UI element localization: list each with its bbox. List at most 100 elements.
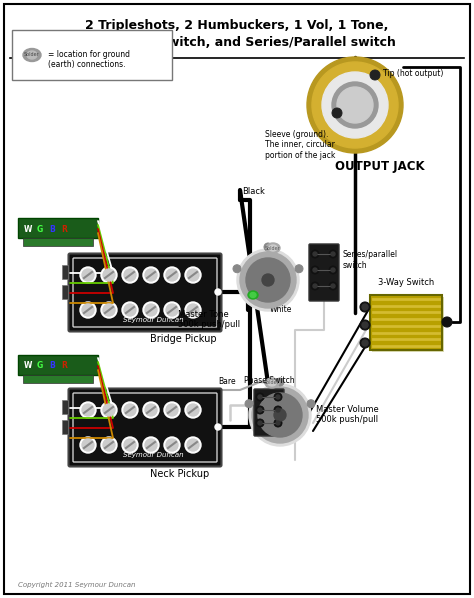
Circle shape [258,395,262,399]
Circle shape [331,252,335,256]
Text: OUTPUT JACK: OUTPUT JACK [335,160,425,173]
Circle shape [145,269,157,281]
Text: White: White [191,405,215,414]
Text: Solder: Solder [24,53,40,57]
Circle shape [143,402,159,418]
Circle shape [274,419,282,427]
Circle shape [80,437,96,453]
Circle shape [164,402,180,418]
Circle shape [187,304,199,316]
Circle shape [215,289,221,295]
Circle shape [332,108,342,118]
Bar [372,297,444,352]
Text: Tip (hot output): Tip (hot output) [383,69,443,78]
Circle shape [276,421,280,425]
Text: W: W [24,362,32,371]
Bar [62,400,68,414]
Circle shape [166,304,178,316]
Circle shape [124,404,136,416]
Circle shape [311,250,319,258]
Circle shape [101,267,117,283]
Text: Bare: Bare [218,377,236,386]
Circle shape [103,404,115,416]
Circle shape [360,302,370,312]
Circle shape [124,304,136,316]
Bar [62,265,68,279]
Circle shape [362,304,368,310]
Circle shape [311,266,319,274]
Ellipse shape [266,243,280,253]
Circle shape [166,439,178,451]
Ellipse shape [250,292,256,297]
Circle shape [185,402,201,418]
Circle shape [82,404,94,416]
Circle shape [237,249,299,311]
Bar [18,218,98,238]
Circle shape [143,302,159,318]
Circle shape [360,338,370,348]
Circle shape [122,302,138,318]
Text: Black: Black [242,188,265,197]
Circle shape [185,437,201,453]
Text: Sleeve (ground).
The inner, circular
portion of the jack: Sleeve (ground). The inner, circular por… [265,130,336,160]
Text: R: R [61,224,67,233]
Circle shape [256,393,264,401]
Circle shape [362,340,368,346]
Text: W: W [24,224,32,233]
Circle shape [311,282,319,290]
Circle shape [103,269,115,281]
Circle shape [103,304,115,316]
Circle shape [256,406,264,414]
Circle shape [258,421,262,425]
Circle shape [362,322,368,328]
Circle shape [329,266,337,274]
Circle shape [276,378,284,386]
Circle shape [332,82,378,128]
Circle shape [262,274,274,286]
Circle shape [274,409,286,421]
Text: Copyright 2011 Seymour Duncan: Copyright 2011 Seymour Duncan [18,582,136,588]
Text: Neck Pickup: Neck Pickup [150,469,209,479]
Text: Bridge Pickup: Bridge Pickup [150,334,217,344]
Circle shape [124,269,136,281]
Circle shape [143,437,159,453]
Circle shape [166,404,178,416]
Text: Bare: Bare [192,280,210,289]
Circle shape [124,439,136,451]
Text: B: B [49,224,55,233]
Circle shape [307,399,315,408]
Circle shape [360,320,370,330]
Text: White: White [270,305,292,314]
Circle shape [82,269,94,281]
Circle shape [122,402,138,418]
Ellipse shape [248,291,258,299]
Circle shape [80,302,96,318]
Circle shape [240,252,296,308]
Circle shape [164,267,180,283]
Circle shape [337,87,373,123]
Bar [18,355,98,375]
Circle shape [145,304,157,316]
Ellipse shape [268,380,276,386]
Text: with Phase switch, and Series/Parallel switch: with Phase switch, and Series/Parallel s… [79,36,395,50]
Circle shape [276,408,280,412]
Circle shape [258,408,262,412]
Text: B: B [49,362,55,371]
Circle shape [143,267,159,283]
Circle shape [307,57,403,153]
Circle shape [215,424,221,430]
Circle shape [245,399,253,408]
FancyBboxPatch shape [309,244,339,301]
Circle shape [187,269,199,281]
Text: G: G [37,362,43,371]
Circle shape [313,284,317,288]
Circle shape [274,406,282,414]
Text: Master Tone
500k push/pull: Master Tone 500k push/pull [178,310,240,329]
Circle shape [276,395,280,399]
Circle shape [233,265,241,273]
Circle shape [82,439,94,451]
Circle shape [101,437,117,453]
FancyBboxPatch shape [69,254,221,331]
Circle shape [145,439,157,451]
Circle shape [82,304,94,316]
